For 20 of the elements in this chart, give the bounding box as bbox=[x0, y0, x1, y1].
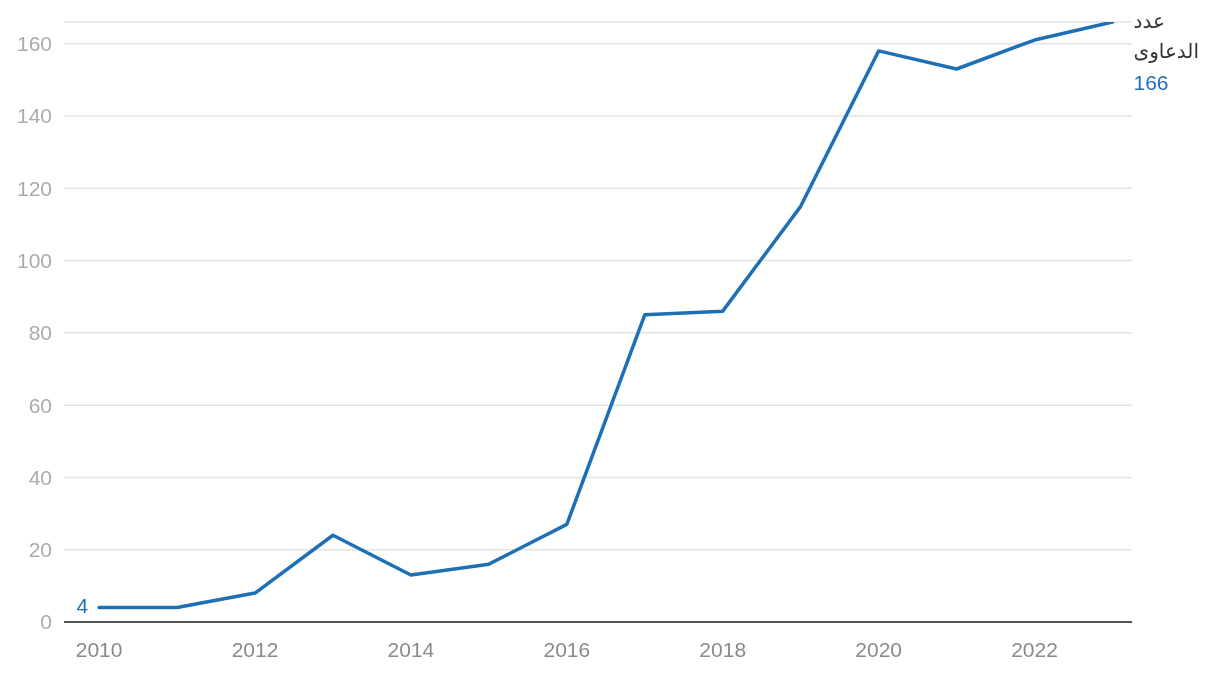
y-tick-label: 160 bbox=[16, 32, 52, 56]
data-label: 4 bbox=[76, 594, 89, 618]
x-tick-label: 2018 bbox=[699, 637, 747, 661]
data-label: 166 bbox=[1133, 70, 1169, 94]
x-tick-label: 2012 bbox=[231, 637, 279, 661]
y-tick-label: 140 bbox=[16, 104, 52, 128]
line-series bbox=[97, 22, 1115, 610]
y-tick-label: 100 bbox=[16, 249, 52, 273]
y-tick-label: 20 bbox=[28, 538, 52, 562]
y-tick-label: 120 bbox=[16, 176, 52, 200]
x-tick-label: 2016 bbox=[543, 637, 591, 661]
y-tick-label: 0 bbox=[40, 610, 52, 634]
x-tick-label: 2014 bbox=[387, 637, 435, 661]
series-label: عدد الدعاوى bbox=[1133, 8, 1200, 63]
x-tick-label: 2010 bbox=[75, 637, 123, 661]
y-tick-label: 60 bbox=[28, 393, 52, 417]
y-tick-label: 80 bbox=[28, 321, 52, 345]
y-tick-label: 40 bbox=[28, 465, 52, 489]
x-tick-label: 2022 bbox=[1011, 637, 1058, 661]
x-tick-label: 2020 bbox=[855, 637, 902, 661]
